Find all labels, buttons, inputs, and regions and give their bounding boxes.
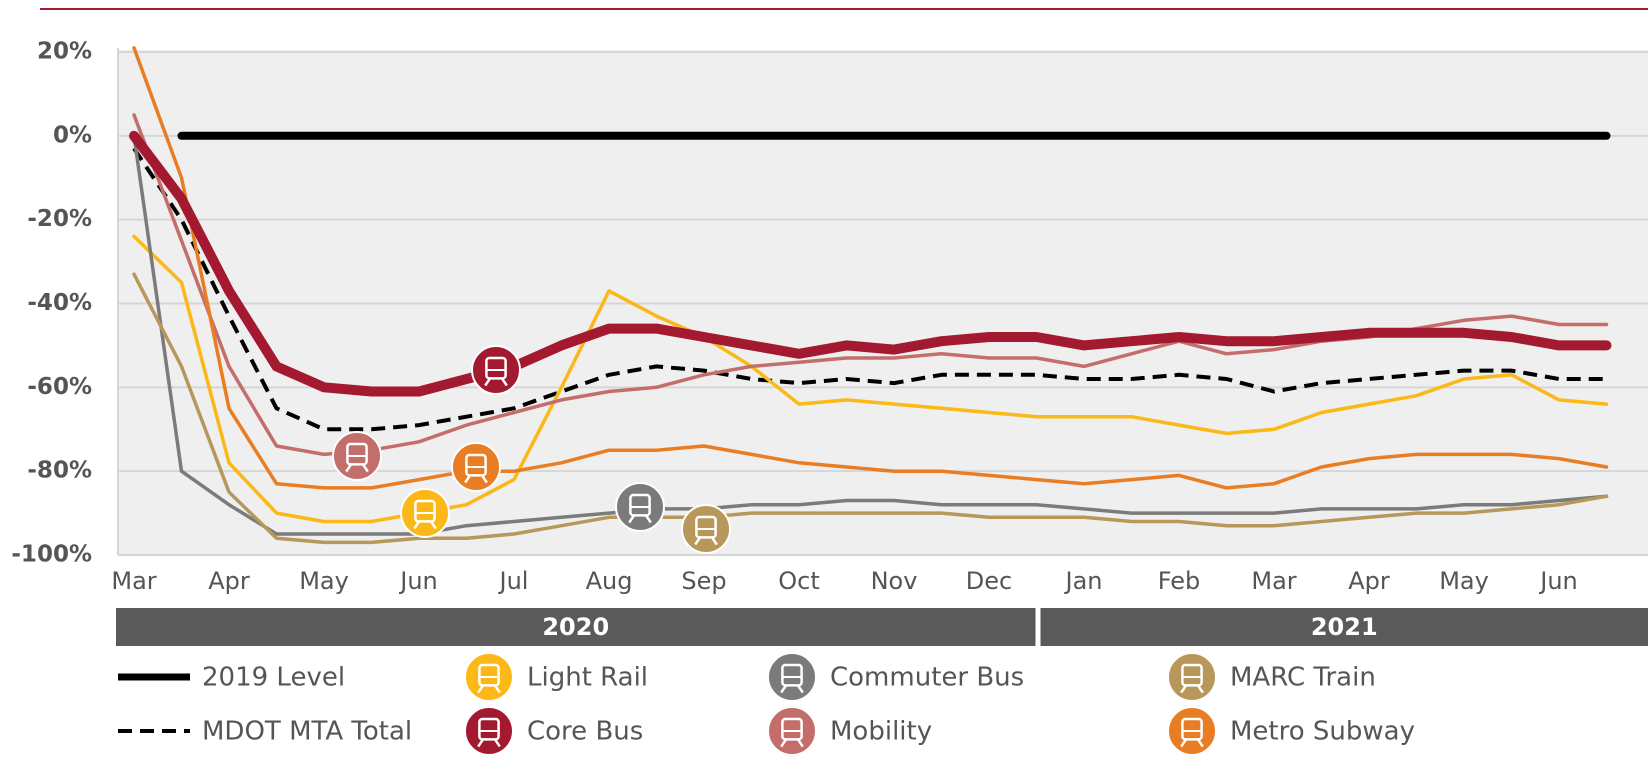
series-icon xyxy=(465,707,513,754)
y-tick-label: 20% xyxy=(37,39,92,65)
x-tick-label: Dec xyxy=(966,567,1012,595)
series-icon xyxy=(452,443,500,491)
series-icon xyxy=(1168,653,1216,701)
x-tick-label: Jun xyxy=(1538,567,1578,595)
series-icon xyxy=(1168,707,1216,754)
series-icon xyxy=(333,432,381,480)
x-tick-label: Oct xyxy=(778,567,820,595)
x-tick-label: May xyxy=(299,567,349,595)
x-tick-label: May xyxy=(1439,567,1489,595)
y-tick-label: -20% xyxy=(27,206,92,232)
series-icon xyxy=(682,505,730,553)
y-tick-label: 0% xyxy=(53,122,92,148)
legend-label: Light Rail xyxy=(527,663,648,693)
series-icon xyxy=(768,653,816,701)
year-label: 2021 xyxy=(1311,613,1378,641)
year-label: 2020 xyxy=(542,613,609,641)
series-icon xyxy=(768,707,816,754)
series-icon xyxy=(465,653,513,701)
x-tick-label: Sep xyxy=(681,567,726,595)
x-tick-label: Apr xyxy=(208,567,250,595)
legend-label: 2019 Level xyxy=(202,663,345,693)
x-tick-label: Nov xyxy=(871,567,918,595)
legend-label: MDOT MTA Total xyxy=(202,717,412,747)
series-icon xyxy=(616,483,664,531)
x-tick-label: Mar xyxy=(1251,567,1296,595)
x-tick-label: Aug xyxy=(586,567,633,595)
x-tick-label: Jul xyxy=(498,567,529,595)
legend-label: Core Bus xyxy=(527,717,643,747)
series-icon xyxy=(472,346,520,394)
x-tick-label: Apr xyxy=(1348,567,1390,595)
x-tick-label: Jun xyxy=(398,567,438,595)
x-tick-label: Jan xyxy=(1064,567,1103,595)
legend-label: Mobility xyxy=(830,717,932,747)
x-tick-label: Mar xyxy=(111,567,156,595)
y-tick-label: -60% xyxy=(27,374,92,400)
y-tick-label: -40% xyxy=(27,290,92,316)
legend-label: Commuter Bus xyxy=(830,663,1024,693)
y-tick-label: -100% xyxy=(11,542,92,568)
y-tick-label: -80% xyxy=(27,458,92,484)
legend-label: Metro Subway xyxy=(1230,717,1415,747)
series-icon xyxy=(401,489,449,537)
legend-label: MARC Train xyxy=(1230,663,1376,693)
x-tick-label: Feb xyxy=(1158,567,1201,595)
